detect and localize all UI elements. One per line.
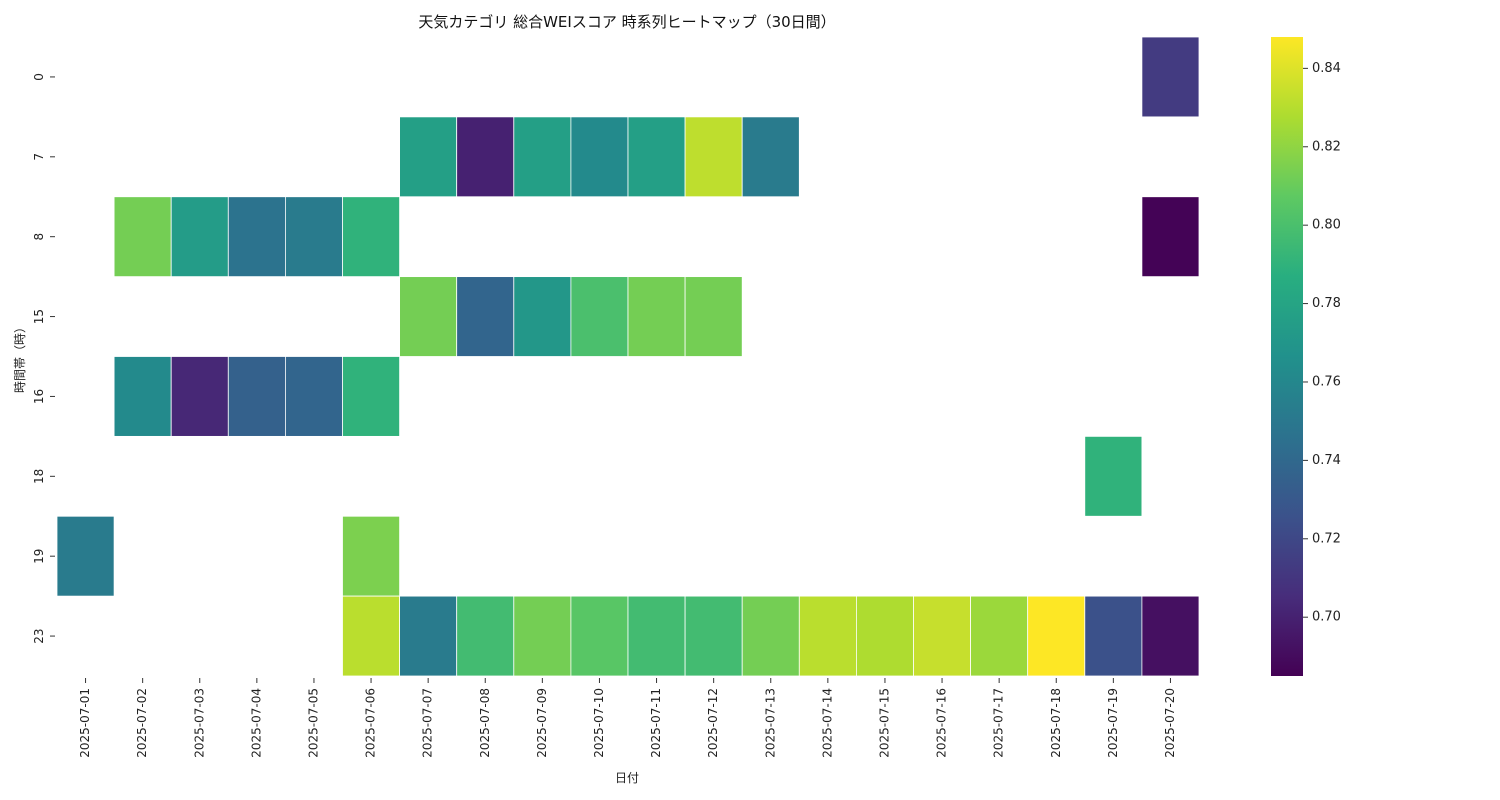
colorbar-tick-label: 0.78 <box>1312 296 1341 311</box>
heatmap-cell <box>970 595 1029 677</box>
heatmap-cell <box>227 356 286 437</box>
heatmap-cell <box>342 515 400 597</box>
x-tick-label: 2025-07-06 <box>364 688 378 758</box>
heatmap-cell <box>284 196 343 278</box>
heatmap-cell <box>570 116 629 198</box>
heatmap-cell <box>113 196 172 278</box>
colorbar-tick-label: 0.72 <box>1312 531 1341 546</box>
heatmap-cell <box>513 116 572 198</box>
x-axis: 2025-07-01 2025-07-02 2025-07-03 2025-07-04… <box>78 678 1177 758</box>
heatmap-cell <box>798 595 857 677</box>
heatmap-cell <box>913 595 971 677</box>
heatmap-cell <box>456 116 515 198</box>
x-tick-label: 2025-07-02 <box>135 688 149 758</box>
x-tick-label: 2025-07-04 <box>249 688 263 758</box>
heatmap-cell <box>513 595 572 677</box>
heatmap-cell <box>627 595 686 677</box>
heatmap-cell <box>342 356 400 437</box>
x-tick-label: 2025-07-14 <box>820 688 834 758</box>
x-tick-label: 2025-07-10 <box>592 688 606 758</box>
heatmap-cell <box>1141 196 1200 278</box>
x-tick-label: 2025-07-15 <box>877 688 891 758</box>
heatmap-cell <box>570 276 629 357</box>
heatmap-cell <box>741 116 800 198</box>
chart-title: 天気カテゴリ 総合WEIスコア 時系列ヒートマップ（30日間） <box>418 13 835 31</box>
heatmap-cell <box>513 276 572 357</box>
x-tick-label: 2025-07-12 <box>706 688 720 758</box>
heatmap-cell <box>113 356 172 437</box>
y-tick-label: 15 <box>32 309 46 324</box>
x-axis-label: 日付 <box>615 771 639 785</box>
heatmap-cell <box>399 595 458 677</box>
y-tick-label: 19 <box>32 549 46 564</box>
x-tick-label: 2025-07-20 <box>1163 688 1177 758</box>
y-tick-label: 23 <box>32 628 46 643</box>
heatmap-cell <box>856 595 914 677</box>
heatmap-cell <box>570 595 629 677</box>
colorbar-tick-label: 0.82 <box>1312 139 1341 154</box>
heatmap-cell <box>399 116 458 198</box>
x-tick-label: 2025-07-08 <box>478 688 492 758</box>
heatmap-cell <box>170 196 229 278</box>
heatmap-cell <box>456 595 515 677</box>
x-tick-label: 2025-07-18 <box>1049 688 1063 758</box>
x-tick-label: 2025-07-19 <box>1106 688 1120 758</box>
x-tick-label: 2025-07-17 <box>992 688 1006 758</box>
heatmap-cell <box>684 276 743 357</box>
heatmap-cells <box>56 36 1200 677</box>
x-tick-label: 2025-07-05 <box>306 688 320 758</box>
colorbar-tick-label: 0.84 <box>1312 61 1341 76</box>
colorbar-tick-label: 0.76 <box>1312 374 1341 389</box>
x-tick-label: 2025-07-13 <box>763 688 777 758</box>
x-tick-label: 2025-07-16 <box>935 688 949 758</box>
heatmap-cell <box>399 276 458 357</box>
heatmap-cell <box>1027 595 1086 677</box>
colorbar-tick-label: 0.74 <box>1312 453 1341 468</box>
y-axis: 0 7 8 15 16 18 19 23 <box>32 73 55 644</box>
y-tick-label: 8 <box>32 233 46 241</box>
heatmap-cell <box>684 595 743 677</box>
heatmap-cell <box>1141 595 1200 677</box>
heatmap-cell <box>1084 435 1143 517</box>
heatmap-cell <box>1084 595 1143 677</box>
y-axis-label: 時間帯（時） <box>13 321 27 393</box>
x-tick-label: 2025-07-11 <box>649 688 663 758</box>
heatmap-cell <box>342 196 400 278</box>
heatmap-cell <box>56 515 115 597</box>
heatmap-cell <box>284 356 343 437</box>
colorbar-tick-label: 0.70 <box>1312 610 1341 625</box>
colorbar <box>1271 37 1303 676</box>
heatmap-cell <box>627 276 686 357</box>
heatmap-cell <box>741 595 800 677</box>
x-tick-label: 2025-07-09 <box>535 688 549 758</box>
heatmap-cell <box>456 276 515 357</box>
heatmap-cell <box>684 116 743 198</box>
heatmap-cell <box>170 356 229 437</box>
heatmap-cell <box>627 116 686 198</box>
x-tick-label: 2025-07-01 <box>78 688 92 758</box>
colorbar-ticks: 0.70 0.72 0.74 0.76 0.78 0.80 0.82 0.84 <box>1303 61 1341 625</box>
x-tick-label: 2025-07-07 <box>421 688 435 758</box>
x-tick-label: 2025-07-03 <box>192 688 206 758</box>
y-tick-label: 7 <box>32 153 46 161</box>
y-tick-label: 18 <box>32 469 46 484</box>
heatmap-cell <box>227 196 286 278</box>
heatmap-cell <box>342 595 400 677</box>
y-tick-label: 16 <box>32 389 46 404</box>
colorbar-tick-label: 0.80 <box>1312 218 1341 233</box>
heatmap-cell <box>1141 36 1200 118</box>
y-tick-label: 0 <box>32 73 46 81</box>
